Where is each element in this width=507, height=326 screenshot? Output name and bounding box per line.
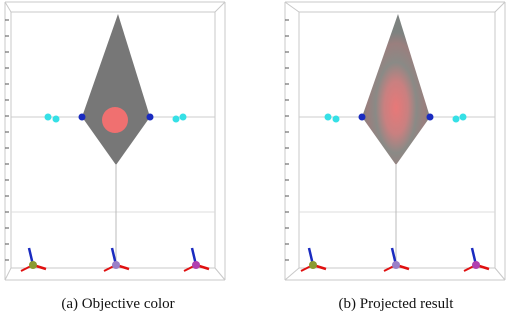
gizmo-origin xyxy=(309,261,317,269)
render-panel xyxy=(285,2,505,280)
joint xyxy=(427,114,434,121)
light xyxy=(460,114,467,121)
joint xyxy=(147,114,154,121)
gizmo-origin xyxy=(192,261,200,269)
wire xyxy=(285,2,299,12)
gizmo-origin xyxy=(29,261,37,269)
caption: (b) Projected result xyxy=(339,296,455,312)
target-spot xyxy=(102,107,128,133)
wire xyxy=(215,268,225,280)
light xyxy=(180,114,187,121)
gizmo-origin xyxy=(112,261,120,269)
surface xyxy=(362,14,430,165)
light xyxy=(333,116,340,123)
light xyxy=(53,116,60,123)
light xyxy=(173,116,180,123)
wire xyxy=(215,2,225,12)
gizmo-origin xyxy=(392,261,400,269)
joint xyxy=(359,114,366,121)
surface xyxy=(82,14,150,165)
joint xyxy=(79,114,86,121)
wire xyxy=(5,2,11,12)
wire xyxy=(285,268,299,280)
caption: (a) Objective color xyxy=(61,296,174,312)
light xyxy=(45,114,52,121)
wire xyxy=(5,268,11,280)
figure: (a) Objective color (b) Projected result xyxy=(0,0,507,326)
wire xyxy=(495,2,505,12)
gizmo-origin xyxy=(472,261,480,269)
light xyxy=(325,114,332,121)
light xyxy=(453,116,460,123)
render-panel xyxy=(5,2,225,280)
wire xyxy=(495,268,505,280)
